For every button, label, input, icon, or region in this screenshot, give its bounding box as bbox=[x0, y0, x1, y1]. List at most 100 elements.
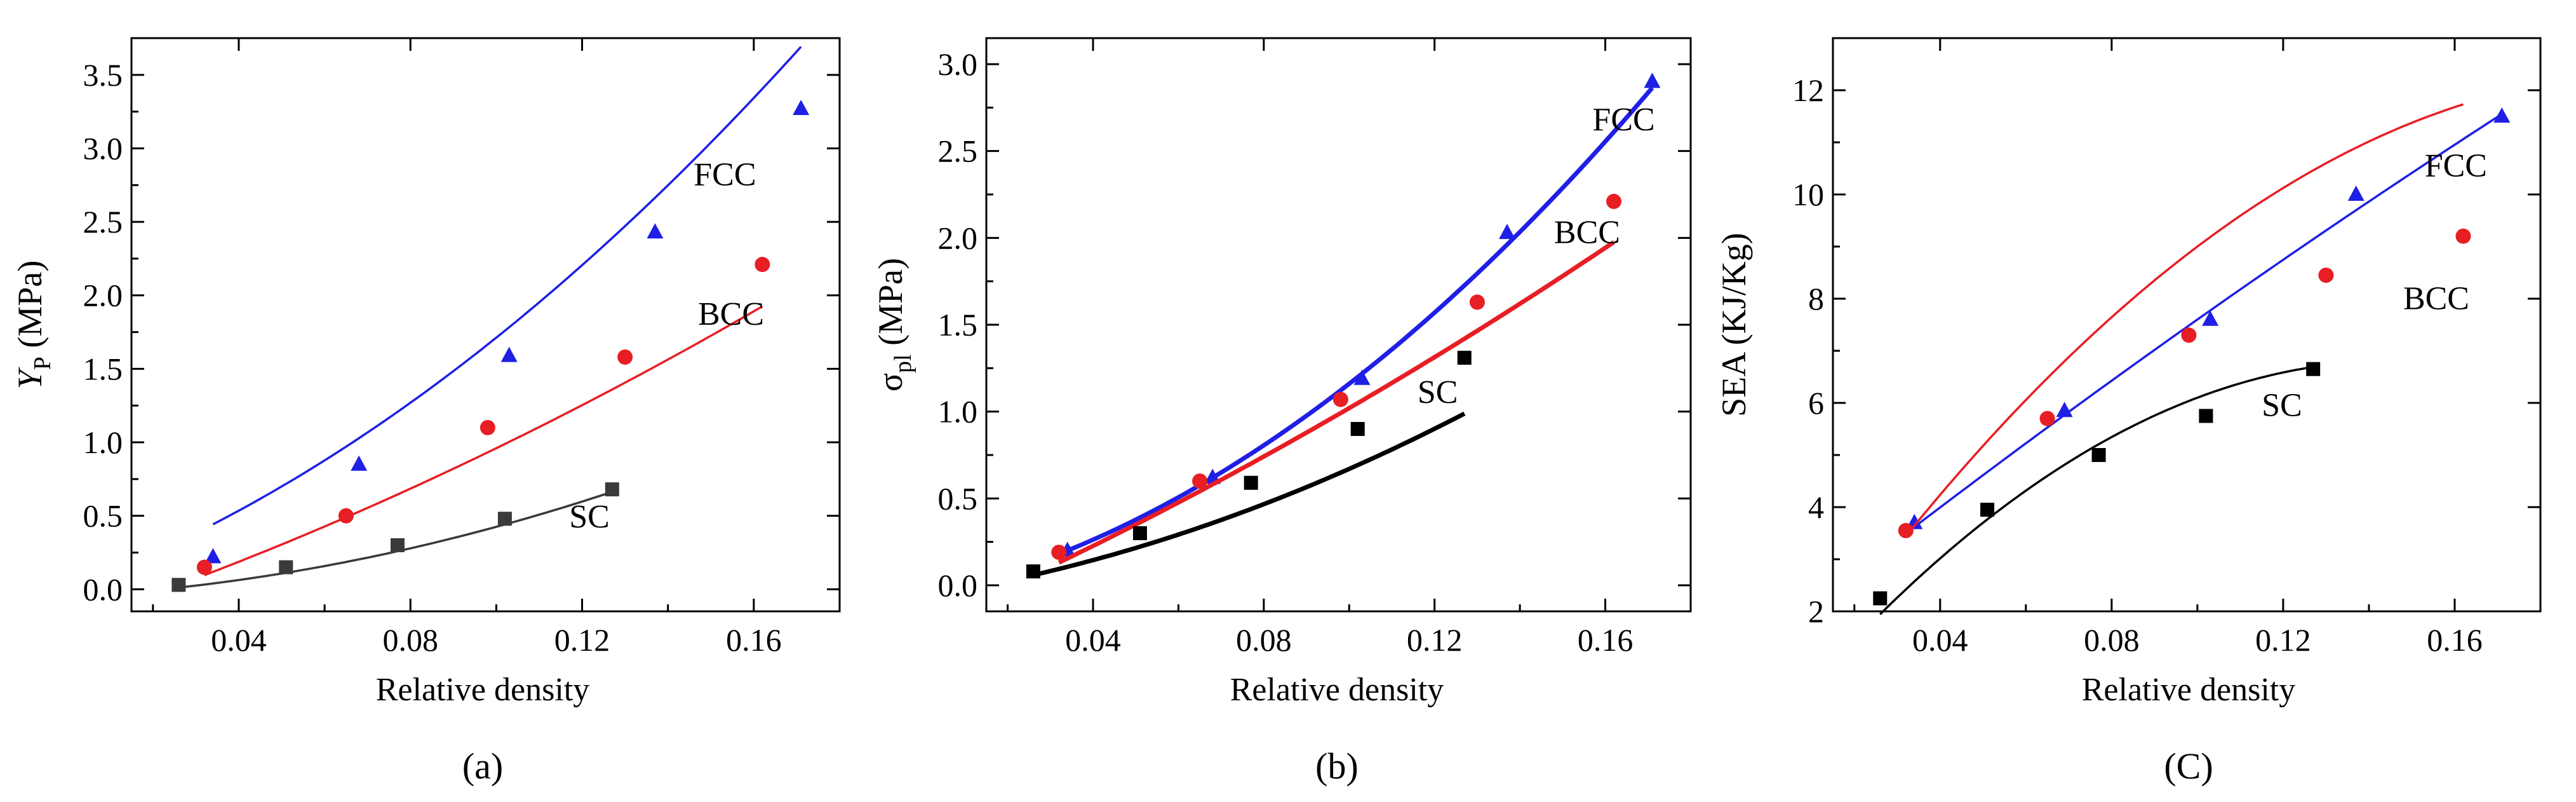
y-tick-label: 2.0 bbox=[83, 278, 123, 313]
y-tick-label: 1.0 bbox=[83, 425, 123, 460]
data-point-fcc bbox=[1353, 369, 1371, 385]
y-tick-label: 0.5 bbox=[938, 480, 978, 516]
panel-caption: (C) bbox=[2164, 745, 2213, 787]
data-point-fcc bbox=[2347, 186, 2365, 201]
x-tick-label: 0.16 bbox=[1578, 622, 1633, 658]
x-tick-label: 0.12 bbox=[554, 622, 610, 658]
series-label-bcc: BCC bbox=[1554, 215, 1620, 251]
series-label-sc: SC bbox=[1418, 374, 1458, 411]
y-axis-label: SEA (KJ/Kg) bbox=[1715, 233, 1753, 417]
x-tick-label: 0.08 bbox=[1236, 622, 1292, 658]
x-tick-label: 0.04 bbox=[211, 622, 267, 658]
data-point-fcc bbox=[500, 346, 518, 362]
data-point-fcc bbox=[1498, 224, 1515, 240]
data-point-sc bbox=[605, 482, 619, 497]
series-label-fcc: FCC bbox=[694, 156, 756, 193]
y-tick-label: 4 bbox=[1808, 489, 1824, 525]
data-point-bcc bbox=[755, 257, 770, 273]
series-fcc: FCC bbox=[1059, 72, 1661, 557]
data-point-bcc bbox=[617, 349, 633, 365]
x-axis-label: Relative density bbox=[1230, 672, 1444, 708]
data-point-bcc bbox=[2318, 268, 2334, 283]
x-tick-label: 0.04 bbox=[1065, 622, 1121, 658]
x-axis-label: Relative density bbox=[376, 672, 589, 708]
data-point-bcc bbox=[2039, 411, 2055, 426]
plot-frame bbox=[1832, 37, 2542, 613]
series-sc: SC bbox=[171, 482, 619, 592]
data-point-sc bbox=[2199, 409, 2213, 423]
y-tick-label: 0.0 bbox=[938, 568, 978, 603]
plot-frame bbox=[985, 37, 1692, 613]
data-point-sc bbox=[1350, 422, 1365, 436]
fit-line-sc bbox=[1033, 411, 1466, 578]
chart-panel-a: 0.04 0.08 0.12 0.16 0.0 0.5 1.0 1.5 2.0 2.5 3.0 3.5… bbox=[11, 37, 841, 787]
data-point-bcc bbox=[1606, 193, 1622, 209]
data-point-sc bbox=[1457, 350, 1472, 365]
data-point-sc bbox=[1026, 564, 1040, 579]
plot-frame bbox=[130, 37, 841, 613]
data-point-fcc bbox=[205, 548, 222, 564]
y-axis-label-unit: (MPa) bbox=[11, 261, 49, 357]
series-label-fcc: FCC bbox=[1592, 102, 1654, 138]
fit-line-fcc bbox=[212, 46, 802, 526]
x-tick-label: 0.12 bbox=[2255, 622, 2311, 658]
fit-line-fcc bbox=[1066, 86, 1654, 553]
y-tick-label: 1.5 bbox=[83, 351, 123, 386]
series-fcc: FCC bbox=[1906, 107, 2511, 529]
y-axis-label-sub: pl bbox=[890, 354, 916, 373]
y-tick-label: 0.5 bbox=[83, 498, 123, 534]
y-axis-label: YP (MPa) bbox=[11, 261, 56, 390]
panel-caption: (b) bbox=[1315, 745, 1358, 787]
data-point-fcc bbox=[647, 223, 664, 239]
data-point-sc bbox=[2306, 362, 2321, 376]
data-point-sc bbox=[1873, 591, 1888, 606]
y-tick-label: 8 bbox=[1808, 281, 1824, 316]
y-axis-label-unit: (MPa) bbox=[871, 258, 909, 354]
data-point-sc bbox=[1244, 475, 1258, 490]
data-point-bcc bbox=[1469, 294, 1485, 310]
data-point-fcc bbox=[2202, 310, 2219, 326]
y-axis-label-main: σ bbox=[871, 373, 909, 391]
data-point-sc bbox=[1980, 503, 1995, 517]
series-fcc: FCC bbox=[205, 46, 810, 564]
y-tick-label: 12 bbox=[1792, 72, 1824, 108]
series-label-fcc: FCC bbox=[2425, 147, 2487, 184]
data-point-fcc bbox=[2056, 402, 2073, 418]
fit-line-fcc bbox=[1914, 113, 2503, 528]
data-point-sc bbox=[1132, 526, 1147, 540]
data-point-bcc bbox=[2455, 228, 2471, 244]
y-axis-label-main: SEA (KJ/Kg) bbox=[1715, 233, 1753, 417]
series-label-bcc: BCC bbox=[698, 296, 764, 332]
y-axis-label-main: Y bbox=[11, 367, 49, 389]
y-tick-label: 6 bbox=[1808, 385, 1824, 421]
data-point-bcc bbox=[196, 559, 212, 575]
data-point-bcc bbox=[1051, 545, 1067, 561]
data-point-sc bbox=[279, 560, 293, 574]
data-point-fcc bbox=[1644, 72, 1661, 88]
data-point-fcc bbox=[351, 455, 368, 471]
series-bcc: BCC bbox=[196, 257, 770, 576]
fit-line-bcc bbox=[1057, 240, 1615, 565]
x-tick-label: 0.12 bbox=[1407, 622, 1463, 658]
y-tick-label: 2.5 bbox=[83, 204, 123, 240]
data-point-bcc bbox=[480, 419, 495, 435]
x-tick-label: 0.08 bbox=[2084, 622, 2140, 658]
data-point-sc bbox=[2091, 448, 2106, 462]
x-tick-label: 0.16 bbox=[726, 622, 782, 658]
series-bcc: BCC bbox=[1898, 103, 2471, 538]
y-tick-label: 2.5 bbox=[938, 133, 978, 169]
y-tick-label: 1.0 bbox=[938, 394, 978, 430]
data-point-bcc bbox=[2181, 327, 2197, 343]
x-tick-label: 0.04 bbox=[1912, 622, 1968, 658]
y-tick-label: 2.0 bbox=[938, 220, 978, 255]
data-point-fcc bbox=[793, 100, 810, 116]
y-tick-label: 10 bbox=[1792, 177, 1824, 212]
data-point-bcc bbox=[1192, 473, 1208, 489]
chart-panel-b: 0.04 0.08 0.12 0.16 0.0 0.5 1.0 1.5 2.0 2.5 3.0 Rel… bbox=[871, 37, 1692, 787]
series-sc: SC bbox=[1026, 350, 1472, 579]
fit-line-sc bbox=[1879, 365, 2314, 615]
x-tick-label: 0.16 bbox=[2427, 622, 2483, 658]
y-axis-label-sub: P bbox=[29, 357, 56, 370]
x-tick-label: 0.08 bbox=[382, 622, 438, 658]
x-axis-label: Relative density bbox=[2082, 672, 2295, 708]
